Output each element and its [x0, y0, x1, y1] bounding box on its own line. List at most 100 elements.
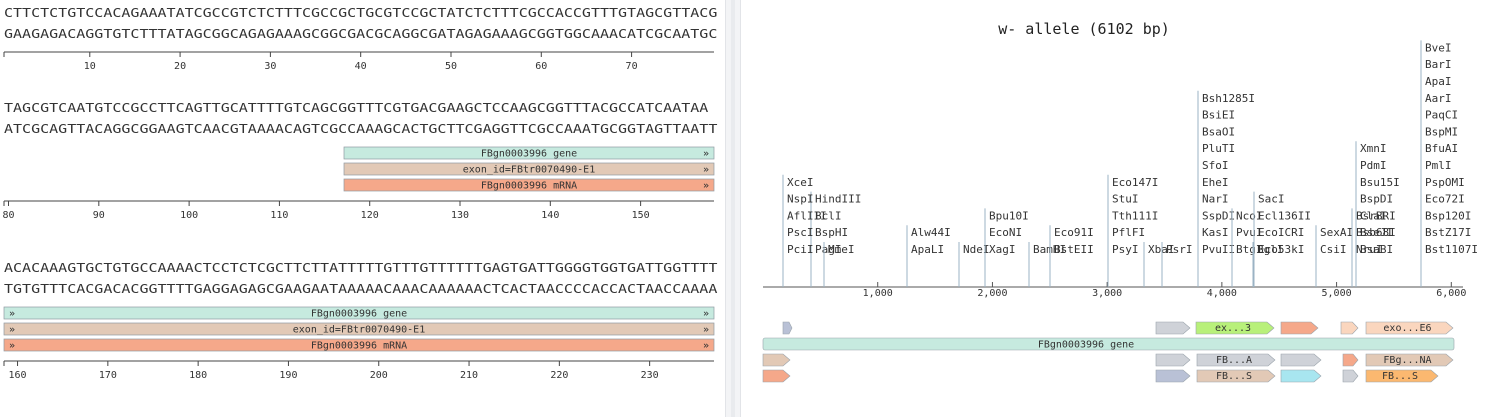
enzyme-label[interactable]: XagI: [989, 243, 1016, 256]
enzyme-label[interactable]: PdmI: [1360, 159, 1387, 172]
feature-shape[interactable]: [782, 321, 793, 335]
enzyme-label[interactable]: StuI: [1112, 193, 1139, 206]
enzyme-label[interactable]: PvuI: [1236, 226, 1263, 239]
enzyme-group[interactable]: MmeI: [823, 242, 855, 287]
feature-block[interactable]: [762, 353, 791, 367]
enzyme-label[interactable]: EheI: [1202, 176, 1229, 189]
enzyme-label[interactable]: AarI: [1425, 92, 1452, 105]
enzyme-label[interactable]: PspOMI: [1425, 176, 1465, 189]
enzyme-label[interactable]: PflFI: [1112, 226, 1145, 239]
enzyme-group[interactable]: XbaI: [1143, 242, 1175, 287]
feature-block[interactable]: [1155, 321, 1191, 335]
enzyme-label[interactable]: Tth111I: [1112, 209, 1158, 222]
enzyme-label[interactable]: NspI: [787, 193, 814, 206]
feature-block[interactable]: [1342, 353, 1359, 367]
enzyme-group[interactable]: NcoI PvuI BtgI: [1231, 208, 1263, 287]
enzyme-label[interactable]: BsaOI: [1202, 125, 1235, 138]
enzyme-label[interactable]: BglI: [1257, 243, 1284, 256]
enzyme-label[interactable]: HindIII: [815, 193, 861, 206]
feature-bar[interactable]: FBgn0003996 gene »: [343, 146, 715, 160]
enzyme-label[interactable]: PagI: [815, 243, 842, 256]
feature-shape[interactable]: [1342, 353, 1359, 367]
enzyme-group[interactable]: Alw44I ApaLI: [906, 225, 951, 287]
enzyme-label[interactable]: PluTI: [1202, 142, 1235, 155]
enzyme-label[interactable]: ApaLI: [911, 243, 944, 256]
feature-shape[interactable]: [1280, 353, 1322, 367]
enzyme-label[interactable]: BspMI: [1425, 125, 1458, 138]
feature-shape[interactable]: [1365, 321, 1454, 335]
feature-block[interactable]: [762, 369, 791, 383]
enzyme-label[interactable]: KasI: [1202, 226, 1229, 239]
feature-shape[interactable]: [1155, 321, 1191, 335]
enzyme-label[interactable]: XceI: [787, 176, 814, 189]
feature-shape[interactable]: [1155, 369, 1191, 383]
enzyme-label[interactable]: Bsp120I: [1425, 209, 1471, 222]
enzyme-label[interactable]: CsiI: [1320, 243, 1347, 256]
feature-shape[interactable]: [1342, 369, 1359, 383]
enzyme-label[interactable]: NarI: [1202, 193, 1229, 206]
feature-shape[interactable]: [1280, 369, 1322, 383]
feature-shape[interactable]: [1280, 321, 1319, 335]
feature-block[interactable]: [1155, 369, 1191, 383]
enzyme-label[interactable]: ApaI: [1425, 75, 1452, 88]
enzyme-label[interactable]: EcoNI: [989, 226, 1022, 239]
enzyme-label[interactable]: BsiEI: [1202, 109, 1235, 122]
feature-shape[interactable]: [1365, 353, 1454, 367]
enzyme-label[interactable]: PscI: [787, 226, 814, 239]
enzyme-label[interactable]: ClaI: [1360, 209, 1387, 222]
enzyme-label[interactable]: AflIII: [787, 209, 827, 222]
feature-bar[interactable]: FBgn0003996 mRNA »: [343, 178, 715, 192]
enzyme-label[interactable]: Bsh1285I: [1202, 92, 1255, 105]
enzyme-group[interactable]: HindIII BclI BspHI PagI: [810, 191, 861, 287]
feature-shape[interactable]: [1196, 353, 1276, 367]
enzyme-label[interactable]: BstEII: [1054, 243, 1094, 256]
enzyme-label[interactable]: Eco72I: [1425, 193, 1465, 206]
enzyme-label[interactable]: SexAI: [1320, 226, 1353, 239]
feature-shape[interactable]: [1195, 321, 1275, 335]
enzyme-label[interactable]: PaqCI: [1425, 109, 1458, 122]
enzyme-label[interactable]: Eco53kI: [1258, 243, 1304, 256]
enzyme-label[interactable]: NruI: [1356, 243, 1383, 256]
feature-marker[interactable]: [782, 321, 793, 335]
enzyme-label[interactable]: Bpu10I: [989, 209, 1029, 222]
feature-rect[interactable]: [3, 306, 715, 320]
feature-rect[interactable]: [343, 162, 715, 176]
enzyme-label[interactable]: Alw44I: [911, 226, 951, 239]
fb-s-feature[interactable]: FB...S: [1365, 369, 1439, 383]
feature-shape[interactable]: [1365, 369, 1439, 383]
enzyme-label[interactable]: SacI: [1258, 193, 1285, 206]
enzyme-label[interactable]: BsrBRI: [1356, 209, 1396, 222]
enzyme-label[interactable]: SfoI: [1202, 159, 1229, 172]
feature-bar[interactable]: FBgn0003996 gene » »: [3, 306, 715, 320]
feature-shape[interactable]: [1340, 321, 1359, 335]
exon-3-feature[interactable]: ex...3: [1195, 321, 1275, 335]
enzyme-label[interactable]: BseJI: [1360, 226, 1393, 239]
enzyme-label[interactable]: PvuII: [1202, 243, 1235, 256]
enzyme-label[interactable]: Bsu15I: [1360, 176, 1400, 189]
feature-block[interactable]: [1280, 369, 1322, 383]
enzyme-label[interactable]: PciI: [787, 243, 814, 256]
exon-e6-feature[interactable]: exo...E6: [1365, 321, 1454, 335]
feature-block[interactable]: [1280, 353, 1322, 367]
enzyme-group[interactable]: BsrBRI Bsb68I NruI: [1351, 208, 1396, 287]
enzyme-label[interactable]: Eco91I: [1054, 226, 1094, 239]
feature-shape[interactable]: [1196, 369, 1276, 383]
divider-handle[interactable]: [731, 0, 735, 417]
enzyme-label[interactable]: Bsb68I: [1356, 226, 1396, 239]
feature-shape[interactable]: [762, 353, 791, 367]
enzyme-group[interactable]: BveI BarI ApaI AarI PaqCI BspMI BfuAI PmlI PspOM…: [1420, 40, 1478, 287]
feature-bar[interactable]: exon_id=FBtr0070490-E1 » »: [3, 322, 715, 336]
enzyme-label[interactable]: Bst1107I: [1425, 243, 1478, 256]
feature-rect[interactable]: [343, 146, 715, 160]
feature-block[interactable]: [1280, 321, 1319, 335]
feature-shape[interactable]: [762, 369, 791, 383]
fb-s-feature[interactable]: FB...S: [1196, 369, 1276, 383]
fb-a-feature[interactable]: FB...A: [1196, 353, 1276, 367]
feature-block[interactable]: [1155, 353, 1191, 367]
feature-rect[interactable]: [3, 322, 715, 336]
feature-rect[interactable]: [3, 338, 715, 352]
enzyme-label[interactable]: SspDI: [1202, 209, 1235, 222]
enzyme-group[interactable]: BglI: [1252, 242, 1284, 287]
enzyme-label[interactable]: XbaI: [1148, 243, 1175, 256]
enzyme-label[interactable]: BclI: [815, 209, 842, 222]
